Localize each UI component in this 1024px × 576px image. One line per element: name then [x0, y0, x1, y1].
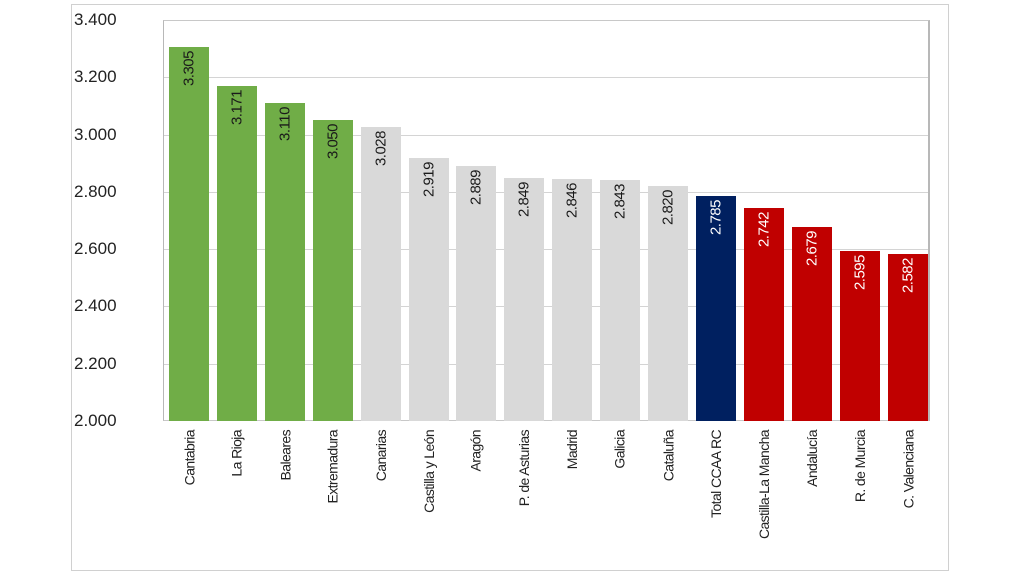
bar-value-label: 2.843 [611, 184, 629, 220]
y-tick-label: 2.400 [74, 296, 117, 315]
bar-castilla-y-le-n: 2.919 [409, 158, 449, 421]
gridline [163, 192, 930, 193]
y-tick-label: 3.400 [74, 10, 117, 29]
bar-value-label: 3.028 [372, 131, 390, 167]
y-tick-label: 2.600 [74, 239, 117, 258]
bar-value-label: 2.595 [851, 255, 869, 291]
bar-value-label: 3.050 [324, 124, 342, 160]
bar-value-label: 2.919 [420, 162, 438, 198]
y-tick-label: 2.000 [74, 411, 117, 430]
bar-madrid: 2.846 [552, 179, 592, 421]
bar-value-label: 2.582 [899, 258, 917, 294]
bar-extremadura: 3.050 [313, 120, 353, 421]
y-tick-label: 3.000 [74, 125, 117, 144]
bar-cantabria: 3.305 [169, 47, 209, 421]
gridline [163, 135, 930, 136]
bar-value-label: 2.846 [563, 183, 581, 219]
bar-value-label: 3.305 [180, 51, 198, 87]
bar-value-label: 2.849 [515, 182, 533, 218]
gridline [163, 306, 930, 307]
y-tick-label: 2.800 [74, 182, 117, 201]
bar-value-label: 2.785 [707, 200, 725, 236]
bar-catalu-a: 2.820 [648, 186, 688, 421]
gridline [163, 249, 930, 250]
plot-area [163, 20, 930, 421]
y-tick-label: 3.200 [74, 67, 117, 86]
bar-castilla-la-mancha: 2.742 [744, 208, 784, 421]
bar-r-de-murcia: 2.595 [840, 251, 880, 421]
bar-value-label: 2.889 [467, 170, 485, 206]
bar-value-label: 2.679 [803, 231, 821, 267]
bar-total-ccaa-rc: 2.785 [696, 196, 736, 421]
bar-baleares: 3.110 [265, 103, 305, 421]
chart-frame [71, 4, 949, 571]
bar-p-de-asturias: 2.849 [504, 178, 544, 421]
bar-galicia: 2.843 [600, 180, 640, 421]
bar-value-label: 3.110 [276, 107, 294, 141]
gridline [163, 77, 930, 78]
bar-la-rioja: 3.171 [217, 86, 257, 421]
bar-c-valenciana: 2.582 [888, 254, 928, 421]
bar-andaluc-a: 2.679 [792, 227, 832, 421]
y-tick-label: 2.200 [74, 354, 117, 373]
bar-canarias: 3.028 [361, 127, 401, 421]
bar-value-label: 2.820 [659, 190, 677, 226]
bar-value-label: 3.171 [228, 90, 246, 126]
gridline [163, 364, 930, 365]
bar-arag-n: 2.889 [456, 166, 496, 421]
bar-value-label: 2.742 [755, 212, 773, 248]
